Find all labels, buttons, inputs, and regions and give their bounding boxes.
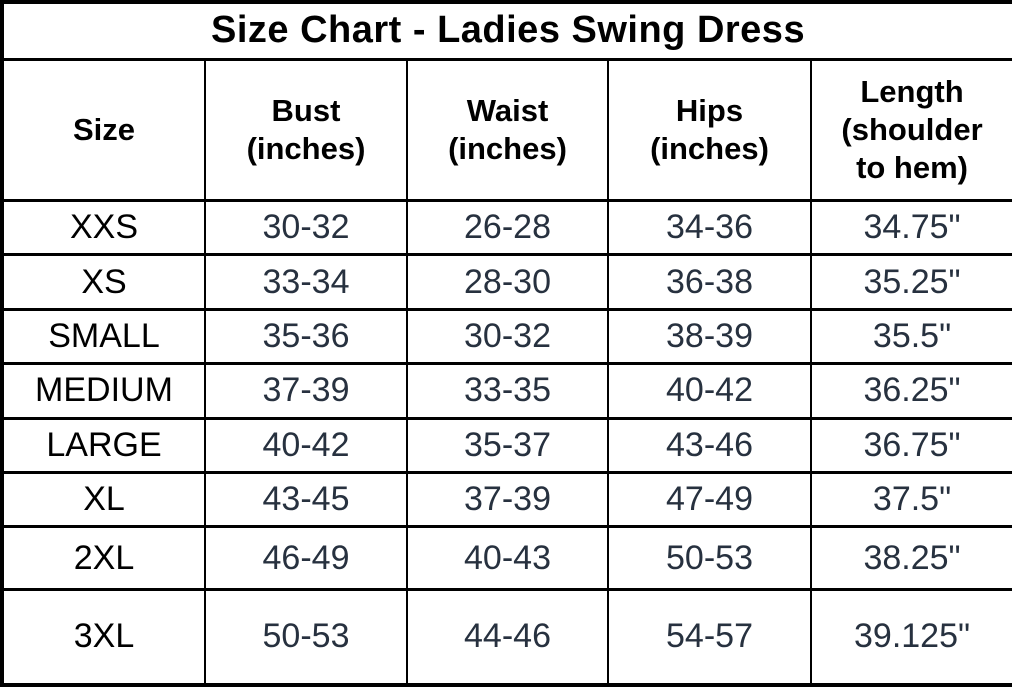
chart-title: Size Chart - Ladies Swing Dress <box>0 0 1012 61</box>
waist-cell: 30-32 <box>406 307 609 366</box>
length-cell: 35.5" <box>809 307 1012 366</box>
header-line: (inches) <box>650 130 769 166</box>
hips-cell: 43-46 <box>607 416 812 474</box>
length-cell: 34.75" <box>809 198 1012 257</box>
size-cell: XL <box>1 470 206 529</box>
title-row: Size Chart - Ladies Swing Dress <box>0 0 1012 61</box>
hips-cell: 50-53 <box>607 525 812 591</box>
column-header-hips: Hips (inches) <box>607 57 812 202</box>
size-cell: LARGE <box>1 416 206 474</box>
header-line: (shoulder <box>841 112 983 148</box>
size-cell: SMALL <box>1 307 206 366</box>
table-row: XXS 30-32 26-28 34-36 34.75" <box>1 198 1012 257</box>
header-line: to hem) <box>856 149 968 185</box>
length-cell: 36.75" <box>809 416 1012 474</box>
header-line: (inches) <box>246 130 366 166</box>
header-line: Bust <box>271 93 341 129</box>
column-header-bust: Bust (inches) <box>204 57 408 202</box>
table-row: LARGE 40-42 35-37 43-46 36.75" <box>1 416 1012 474</box>
size-cell: MEDIUM <box>1 362 206 420</box>
header-line: Length <box>860 74 964 110</box>
header-row: Size Bust (inches) Waist (inches) Hips (inc… <box>1 57 1012 202</box>
waist-cell: 44-46 <box>406 587 609 687</box>
hips-cell: 38-39 <box>607 307 812 366</box>
waist-cell: 26-28 <box>406 198 609 257</box>
waist-cell: 33-35 <box>406 362 609 420</box>
length-cell: 36.25" <box>809 362 1012 420</box>
column-header-size: Size <box>1 57 206 202</box>
size-cell: 3XL <box>1 587 206 687</box>
bust-cell: 33-34 <box>204 253 408 311</box>
table-row: 2XL 46-49 40-43 50-53 38.25" <box>1 525 1012 591</box>
length-cell: 37.5" <box>809 470 1012 529</box>
header-line: (inches) <box>448 130 567 166</box>
column-header-waist: Waist (inches) <box>406 57 609 202</box>
length-cell: 38.25" <box>809 525 1012 591</box>
length-cell: 39.125" <box>809 587 1012 687</box>
hips-cell: 54-57 <box>607 587 812 687</box>
bust-cell: 30-32 <box>204 198 408 257</box>
bust-cell: 37-39 <box>204 362 408 420</box>
waist-cell: 35-37 <box>406 416 609 474</box>
size-cell: XS <box>1 253 206 311</box>
hips-cell: 40-42 <box>607 362 812 420</box>
table-row: XL 43-45 37-39 47-49 37.5" <box>1 470 1012 529</box>
bust-cell: 35-36 <box>204 307 408 366</box>
bust-cell: 40-42 <box>204 416 408 474</box>
table-row: XS 33-34 28-30 36-38 35.25" <box>1 253 1012 311</box>
size-cell: XXS <box>1 198 206 257</box>
waist-cell: 37-39 <box>406 470 609 529</box>
header-line: Size <box>72 112 136 148</box>
table-row: MEDIUM 37-39 33-35 40-42 36.25" <box>1 362 1012 420</box>
waist-cell: 40-43 <box>406 525 609 591</box>
header-line: Waist <box>466 93 549 129</box>
waist-cell: 28-30 <box>406 253 609 311</box>
header-line: Hips <box>675 93 744 129</box>
hips-cell: 36-38 <box>607 253 812 311</box>
bust-cell: 50-53 <box>204 587 408 687</box>
hips-cell: 34-36 <box>607 198 812 257</box>
table-row: SMALL 35-36 30-32 38-39 35.5" <box>1 307 1012 366</box>
column-header-length: Length (shoulder to hem) <box>809 57 1012 202</box>
table-row: 3XL 50-53 44-46 54-57 39.125" <box>1 587 1012 687</box>
bust-cell: 46-49 <box>204 525 408 591</box>
hips-cell: 47-49 <box>607 470 812 529</box>
bust-cell: 43-45 <box>204 470 408 529</box>
size-cell: 2XL <box>1 525 206 591</box>
length-cell: 35.25" <box>809 253 1012 311</box>
